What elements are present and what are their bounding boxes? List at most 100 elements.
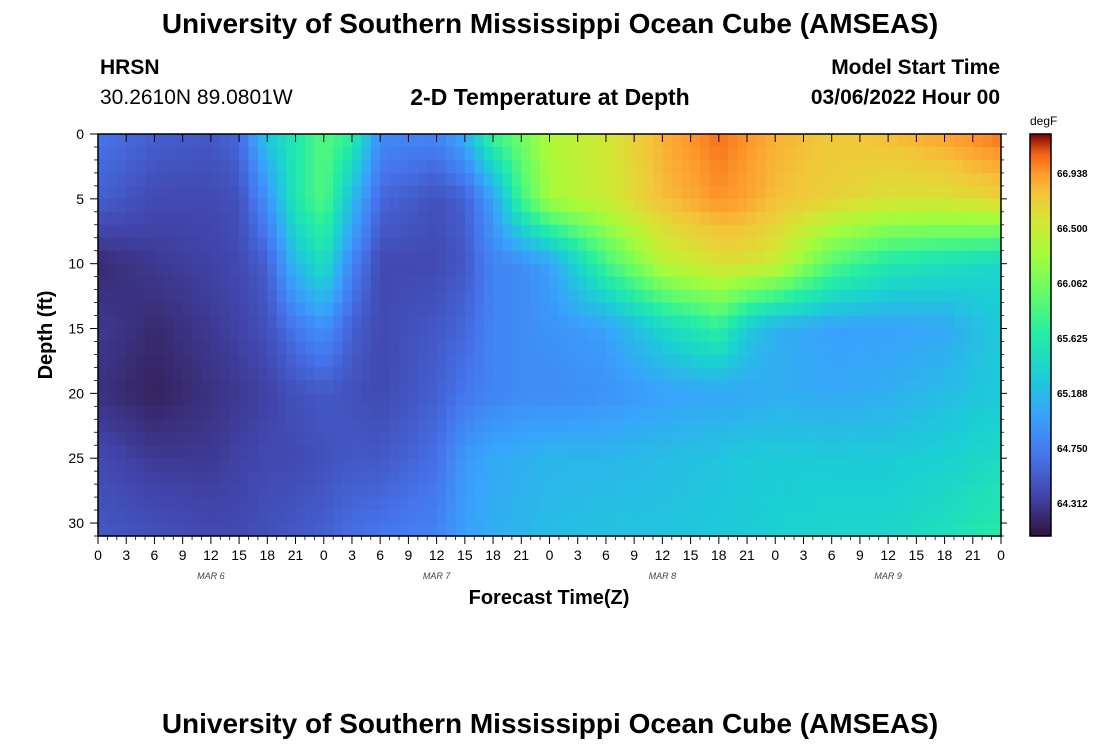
- heatmap-cell: [916, 445, 927, 459]
- heatmap-cell: [323, 198, 334, 213]
- heatmap-cell: [953, 419, 964, 433]
- heatmap-cell: [530, 172, 541, 187]
- heatmap-cell: [812, 523, 823, 537]
- heatmap-cell: [577, 159, 588, 174]
- heatmap-cell: [869, 276, 880, 291]
- heatmap-cell: [963, 276, 974, 291]
- heatmap-cell: [690, 302, 701, 317]
- heatmap-cell: [333, 523, 344, 537]
- heatmap-cell: [483, 224, 494, 239]
- heatmap-cell: [220, 185, 231, 200]
- heatmap-cell: [935, 510, 946, 524]
- heatmap-cell: [530, 523, 541, 537]
- heatmap-cell: [906, 250, 917, 265]
- heatmap-cell: [370, 484, 381, 498]
- heatmap-cell: [690, 380, 701, 394]
- x-tick-label: 18: [711, 547, 727, 563]
- y-tick-label: 25: [68, 450, 84, 466]
- heatmap-cell: [794, 432, 805, 446]
- heatmap-cell: [446, 471, 457, 485]
- heatmap-cell: [888, 354, 899, 369]
- heatmap-cell: [474, 159, 485, 174]
- heatmap-cell: [248, 328, 259, 343]
- heatmap-cell: [474, 367, 485, 381]
- heatmap-cell: [201, 393, 212, 407]
- heatmap-cell: [831, 289, 842, 304]
- heatmap-cell: [972, 354, 983, 369]
- heatmap-cell: [427, 523, 438, 537]
- heatmap-cell: [756, 302, 767, 317]
- heatmap-cell: [511, 367, 522, 381]
- heatmap-cell: [276, 523, 287, 537]
- heatmap-cell: [944, 497, 955, 511]
- heatmap-cell: [399, 523, 410, 537]
- heatmap-cell: [192, 523, 203, 537]
- heatmap-cell: [267, 419, 278, 433]
- heatmap-cell: [935, 302, 946, 317]
- heatmap-cell: [841, 419, 852, 433]
- heatmap-cell: [822, 458, 833, 472]
- heatmap-cell: [784, 367, 795, 381]
- heatmap-cell: [342, 406, 353, 420]
- heatmap-cell: [624, 146, 635, 161]
- heatmap-cell: [248, 380, 259, 394]
- heatmap-cell: [98, 393, 109, 407]
- heatmap-cell: [624, 134, 635, 148]
- heatmap-cell: [859, 458, 870, 472]
- heatmap-cell: [747, 211, 758, 226]
- heatmap-cell: [718, 510, 729, 524]
- heatmap-cell: [916, 250, 927, 265]
- heatmap-cell: [192, 380, 203, 394]
- heatmap-cell: [812, 172, 823, 187]
- heatmap-cell: [963, 302, 974, 317]
- heatmap-cell: [615, 263, 626, 278]
- heatmap-cell: [530, 250, 541, 265]
- heatmap-cell: [380, 289, 391, 304]
- heatmap-cell: [577, 328, 588, 343]
- heatmap-cell: [850, 497, 861, 511]
- heatmap-cell: [154, 185, 165, 200]
- heatmap-cell: [596, 224, 607, 239]
- heatmap-cell: [417, 445, 428, 459]
- heatmap-cell: [370, 289, 381, 304]
- heatmap-cell: [333, 276, 344, 291]
- heatmap-cell: [662, 224, 673, 239]
- heatmap-cell: [972, 419, 983, 433]
- heatmap-cell: [728, 523, 739, 537]
- heatmap-cell: [662, 471, 673, 485]
- heatmap-cell: [643, 497, 654, 511]
- heatmap-cell: [417, 134, 428, 148]
- heatmap-cell: [756, 198, 767, 213]
- heatmap-cell: [662, 367, 673, 381]
- heatmap-cell: [276, 341, 287, 356]
- heatmap-cell: [257, 224, 268, 239]
- heatmap-cell: [342, 250, 353, 265]
- heatmap-cell: [239, 354, 250, 369]
- heatmap-cell: [878, 471, 889, 485]
- heatmap-cell: [831, 432, 842, 446]
- heatmap-cell: [314, 211, 325, 226]
- heatmap-cell: [455, 367, 466, 381]
- heatmap-cell: [747, 406, 758, 420]
- heatmap-cell: [511, 406, 522, 420]
- heatmap-cell: [624, 445, 635, 459]
- heatmap-cell: [408, 224, 419, 239]
- heatmap-cell: [380, 276, 391, 291]
- heatmap-cell: [295, 250, 306, 265]
- heatmap-cell: [530, 328, 541, 343]
- heatmap-cell: [822, 445, 833, 459]
- heatmap-cell: [643, 237, 654, 252]
- heatmap-cell: [558, 484, 569, 498]
- heatmap-cell: [690, 510, 701, 524]
- temperature-depth-chart: 0 3 6 9 12 15 18 21 0 3 6 9 12 15 18 21 0 3 6 9 12 15 18 21 0 3 6 9…: [35, 114, 1088, 609]
- heatmap-cell: [803, 419, 814, 433]
- heatmap-cell: [700, 341, 711, 356]
- heatmap-cell: [935, 263, 946, 278]
- heatmap-cell: [333, 341, 344, 356]
- heatmap-cell: [812, 419, 823, 433]
- heatmap-cell: [464, 146, 475, 161]
- heatmap-cell: [587, 263, 598, 278]
- heatmap-cell: [671, 172, 682, 187]
- heatmap-cell: [361, 289, 372, 304]
- heatmap-cell: [765, 237, 776, 252]
